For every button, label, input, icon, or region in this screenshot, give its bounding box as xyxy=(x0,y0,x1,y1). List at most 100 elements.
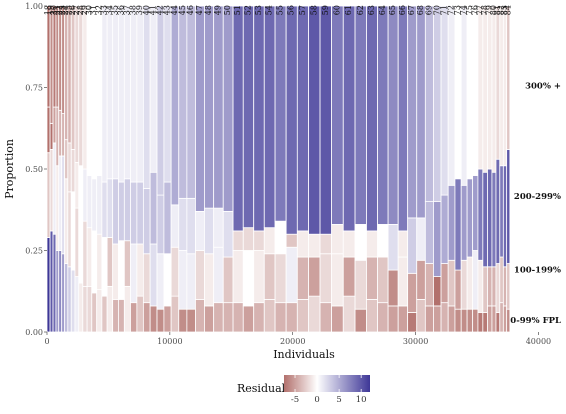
tile-age-29-level-1 xyxy=(82,285,88,333)
tile-age-58-level-4 xyxy=(308,5,321,235)
tile-age-54-level-4 xyxy=(263,5,276,229)
tile-age-26-level-1 xyxy=(70,269,76,333)
age-label: 55 xyxy=(276,5,285,15)
tile-age-74-level-4 xyxy=(460,5,468,186)
tile-age-27-level-3 xyxy=(74,162,80,209)
tile-age-68-level-1 xyxy=(416,298,426,333)
tile-age-24-level-1 xyxy=(64,263,69,333)
y-tick-label: 0.00 xyxy=(25,328,43,337)
tile-age-25-level-3 xyxy=(67,142,72,193)
tile-age-70-level-2 xyxy=(433,276,442,307)
tile-age-49-level-4 xyxy=(213,5,224,209)
tile-age-46-level-1 xyxy=(186,308,196,333)
tile-age-20-level-3 xyxy=(52,106,57,144)
tile-age-23-level-1 xyxy=(61,253,66,333)
tile-age-46-level-2 xyxy=(186,253,196,310)
tile-age-25-level-2 xyxy=(67,191,72,268)
tile-age-48-level-2 xyxy=(204,253,215,307)
tile-age-39-level-1 xyxy=(136,295,144,333)
tile-age-67-level-1 xyxy=(407,312,418,333)
income-level-label: 300% + xyxy=(525,81,561,91)
tile-age-44-level-4 xyxy=(170,5,180,206)
tile-age-77-level-3 xyxy=(477,168,484,261)
age-label: 37 xyxy=(122,5,131,15)
tile-age-52-level-4 xyxy=(242,5,255,229)
tile-age-36-level-3 xyxy=(118,181,125,242)
legend-tick-label: 5 xyxy=(336,395,341,405)
tile-age-44-level-1 xyxy=(170,295,180,333)
age-label: 34 xyxy=(105,5,114,15)
tile-age-62-level-4 xyxy=(354,5,367,225)
tile-age-45-level-4 xyxy=(178,5,188,199)
y-axis: 0.00 0.25 0.50 0.75 1.00 xyxy=(25,2,47,337)
tile-age-54-level-3 xyxy=(263,227,276,255)
age-label: 84 xyxy=(503,5,512,15)
mosaic-tiles xyxy=(46,5,511,333)
tile-age-68-level-3 xyxy=(416,217,426,261)
tile-age-57-level-2 xyxy=(296,256,310,300)
tile-age-80-level-3 xyxy=(491,171,497,268)
tile-age-34-level-2 xyxy=(106,237,114,287)
tile-age-55-level-2 xyxy=(274,253,287,304)
tile-age-42-level-1 xyxy=(156,308,165,333)
age-label: 75 xyxy=(465,5,474,15)
tile-age-52-level-1 xyxy=(242,305,255,333)
tile-age-18-level-2 xyxy=(46,152,51,238)
tile-age-66-level-1 xyxy=(397,305,409,333)
tile-age-79-level-4 xyxy=(487,5,493,170)
tile-age-39-level-2 xyxy=(136,243,144,297)
tile-age-33-level-3 xyxy=(101,181,108,238)
age-label: 63 xyxy=(367,5,376,15)
tile-age-28-level-3 xyxy=(78,165,84,212)
age-label: 73 xyxy=(453,5,462,15)
tile-age-27-level-2 xyxy=(74,207,80,277)
tile-age-31-level-4 xyxy=(91,5,98,180)
age-label: 65 xyxy=(388,5,397,15)
tile-age-18-level-1 xyxy=(46,237,51,333)
age-label: 56 xyxy=(287,5,296,15)
age-label: 61 xyxy=(344,5,353,15)
tile-age-23-level-3 xyxy=(61,113,66,157)
tile-age-78-level-2 xyxy=(482,266,488,313)
y-tick-label: 0.25 xyxy=(25,247,43,256)
age-label: 26 xyxy=(68,5,77,15)
tile-age-28-level-4 xyxy=(78,5,84,167)
tile-age-25-level-4 xyxy=(67,5,72,144)
tile-age-19-level-4 xyxy=(49,5,54,124)
tile-age-43-level-2 xyxy=(163,253,172,307)
tile-age-34-level-1 xyxy=(106,285,114,333)
tile-age-35-level-3 xyxy=(112,178,119,245)
tile-age-31-level-3 xyxy=(91,178,98,232)
tile-age-46-level-4 xyxy=(186,5,196,199)
tile-age-56-level-2 xyxy=(285,246,298,304)
tile-age-60-level-1 xyxy=(331,305,344,333)
tile-age-63-level-3 xyxy=(366,230,378,258)
tile-age-81-level-1 xyxy=(495,312,501,333)
tile-age-76-level-1 xyxy=(472,308,479,333)
tile-age-71-level-2 xyxy=(440,263,449,304)
tile-age-65-level-4 xyxy=(387,5,399,225)
tile-age-60-level-2 xyxy=(331,253,344,307)
tile-age-32-level-2 xyxy=(96,233,103,291)
tile-age-59-level-4 xyxy=(319,5,332,235)
tile-age-18-level-3 xyxy=(46,106,51,154)
tile-age-61-level-3 xyxy=(342,230,356,258)
age-label: 51 xyxy=(233,5,242,15)
tile-age-35-level-4 xyxy=(112,5,119,180)
age-label: 29 xyxy=(80,5,89,15)
tile-age-49-level-1 xyxy=(213,302,224,333)
tile-age-69-level-3 xyxy=(424,201,434,264)
tile-age-56-level-1 xyxy=(285,302,298,333)
tile-age-36-level-1 xyxy=(118,298,125,333)
tile-age-72-level-1 xyxy=(447,305,456,333)
tile-age-71-level-3 xyxy=(440,194,449,264)
x-axis: 0 10000 20000 30000 40000 xyxy=(44,332,551,346)
tile-age-73-level-4 xyxy=(454,5,462,180)
tile-age-74-level-3 xyxy=(460,184,468,261)
age-label: 70 xyxy=(432,5,441,15)
tile-age-50-level-1 xyxy=(222,302,234,333)
tile-age-62-level-1 xyxy=(354,308,367,333)
age-label: 77 xyxy=(475,5,484,15)
tile-age-77-level-4 xyxy=(477,5,484,170)
